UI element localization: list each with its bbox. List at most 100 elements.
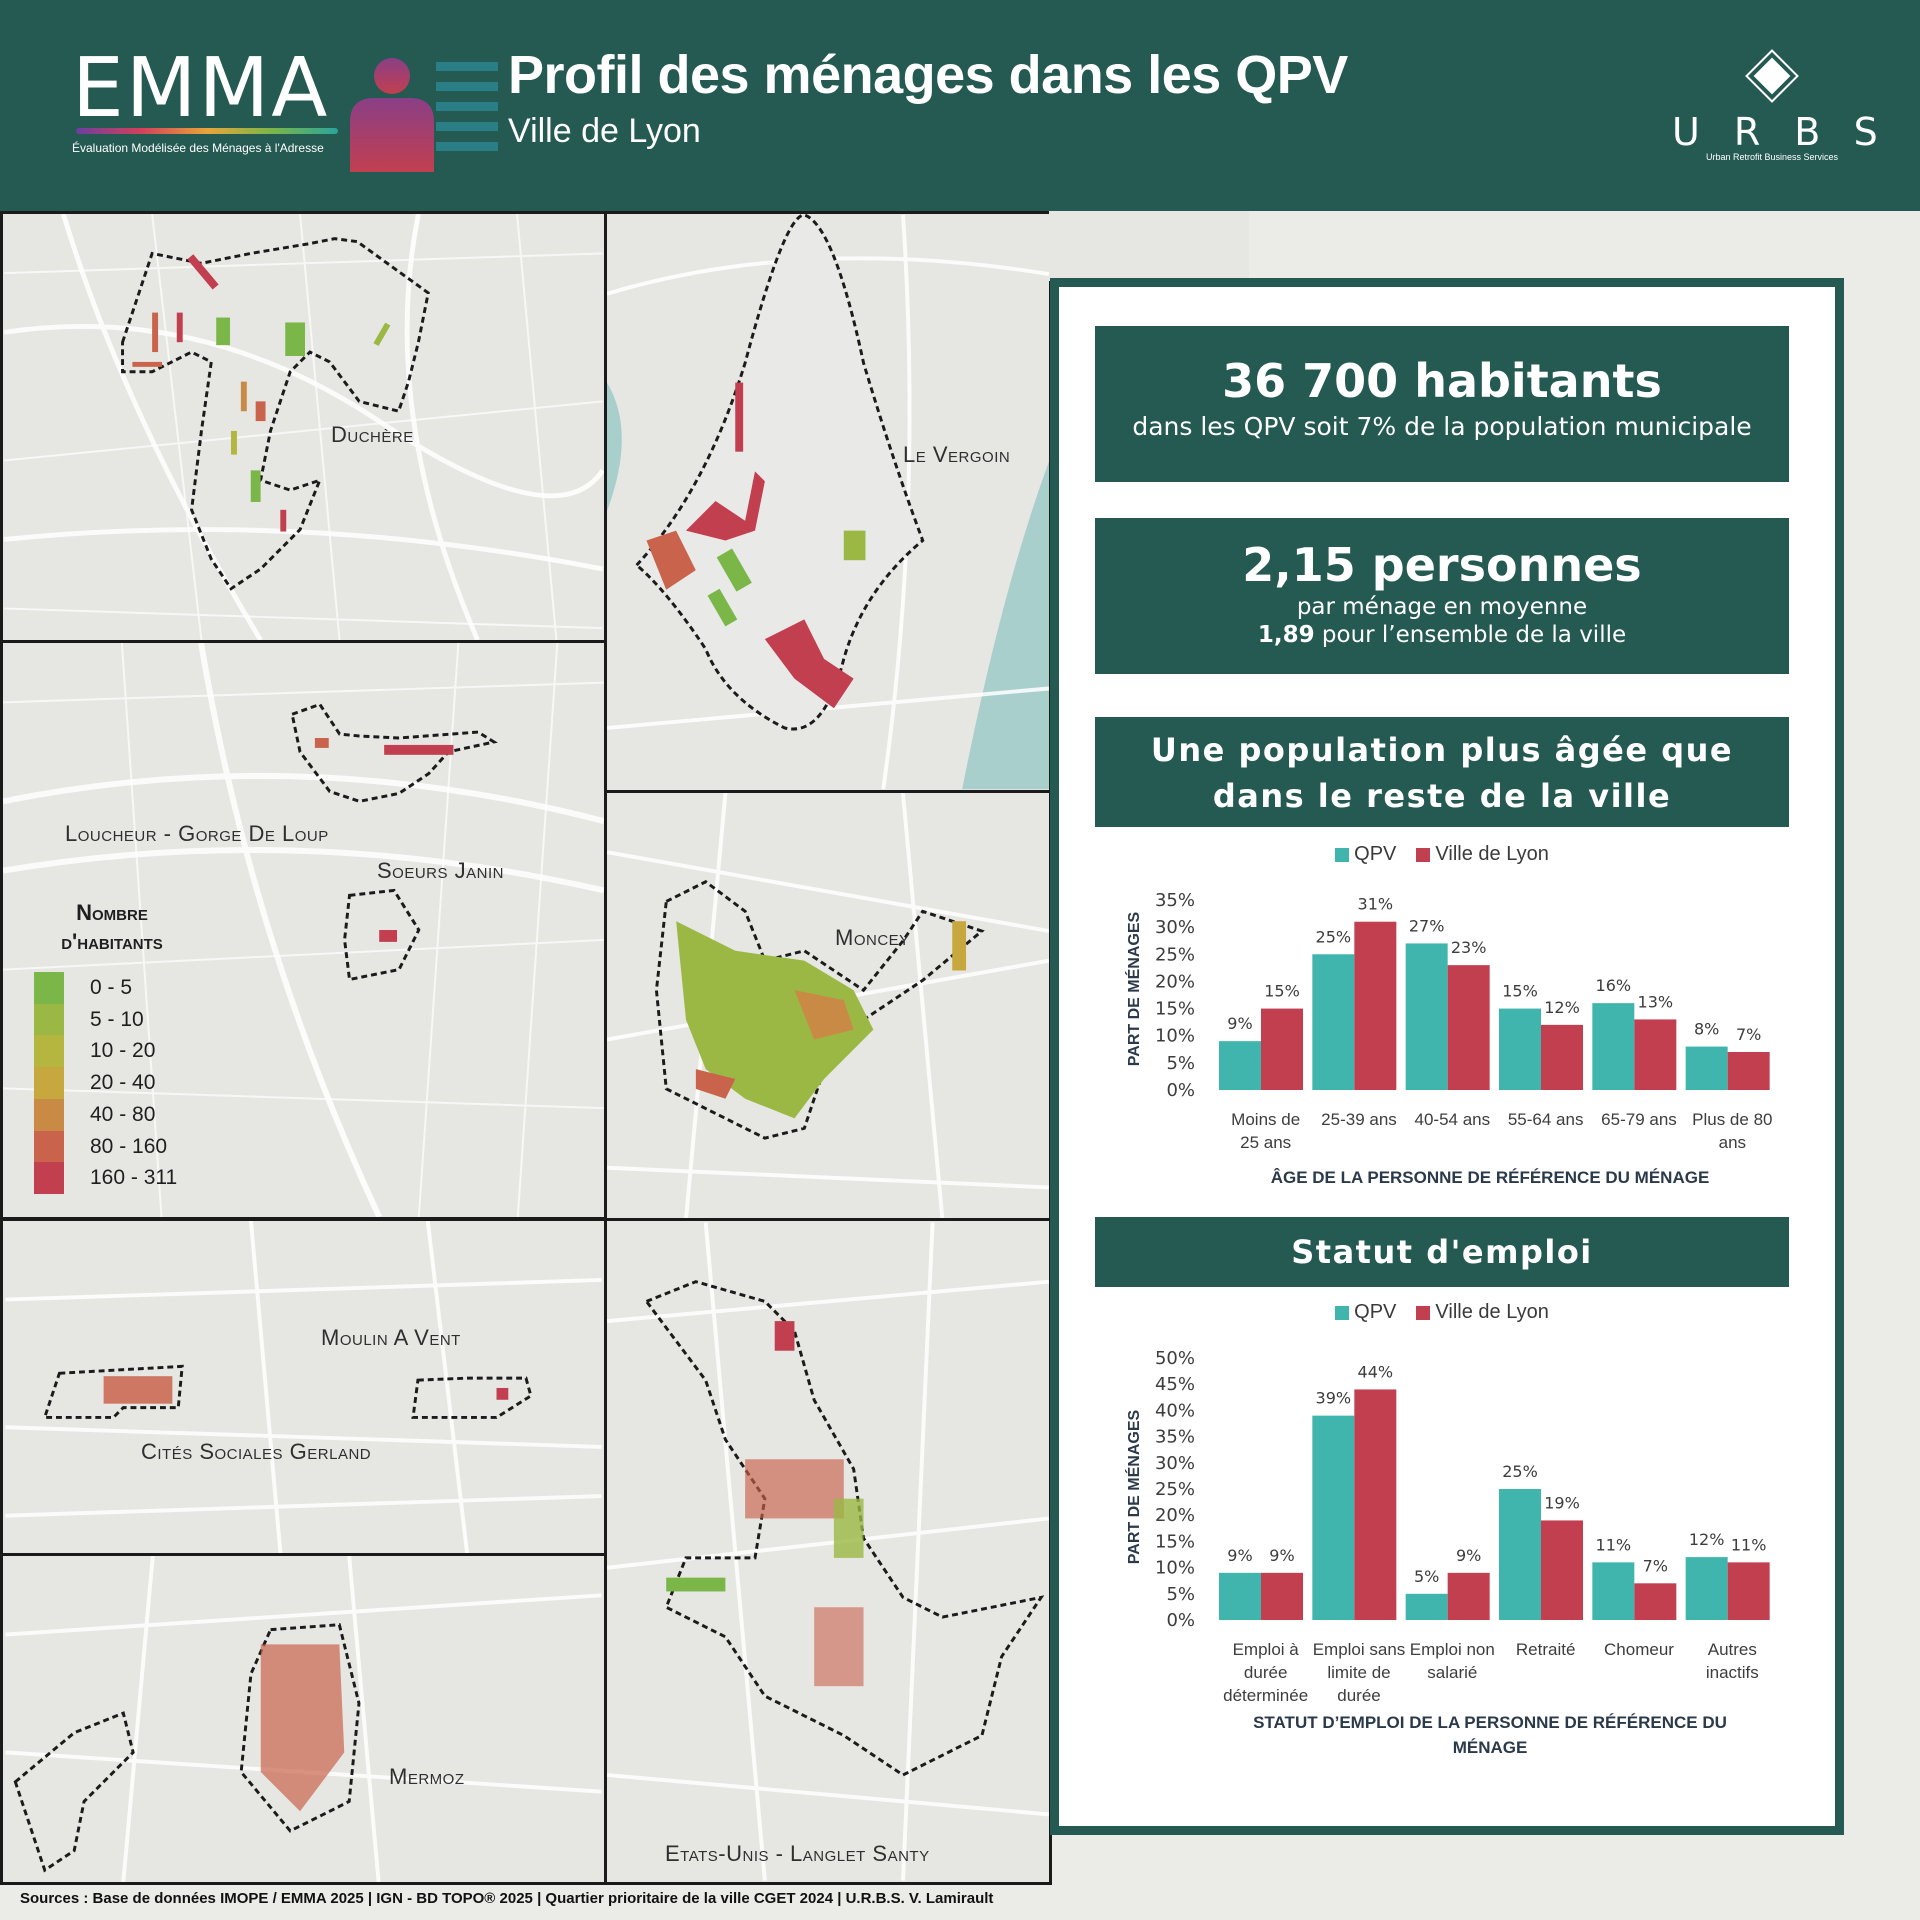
bar-lyon — [1727, 1052, 1770, 1090]
emp-chart-xlabel-line1: STATUT D’EMPLOI DE LA PERSONNE DE RÉFÉRE… — [1253, 1713, 1727, 1732]
legend-class-1: 5 - 10 — [34, 1003, 144, 1036]
bar-lyon — [1541, 1024, 1583, 1090]
bar-lyon — [1261, 1008, 1303, 1090]
x-category-line: Retraité — [1515, 1640, 1576, 1659]
bar-data-label: 25% — [1502, 1462, 1538, 1481]
bar-data-label: 13% — [1638, 992, 1674, 1011]
bar-lyon — [1541, 1520, 1583, 1620]
y-tick-label: 25% — [1155, 1479, 1195, 1500]
y-tick-label: 30% — [1155, 917, 1195, 938]
x-category-line: durée — [1243, 1663, 1288, 1682]
legend-swatch — [34, 1067, 64, 1100]
legend-title-line2: d'habitants — [61, 929, 163, 954]
bar-data-label: 15% — [1264, 982, 1300, 1001]
label-le-vergoin: Le Vergoin — [903, 442, 1011, 467]
bar-data-label: 9% — [1227, 1014, 1252, 1033]
legend-swatch — [34, 1162, 64, 1195]
bar-data-label: 25% — [1316, 927, 1352, 946]
legend-label: 40 - 80 — [90, 1102, 156, 1126]
legend-label: 10 - 20 — [90, 1039, 156, 1063]
bar-qpv — [1405, 1593, 1448, 1620]
x-category-label: Emploi à durée déterminée — [1219, 1638, 1312, 1707]
legend-swatch — [34, 1130, 64, 1163]
section-header-emploi: Statut d'emploi — [1095, 1217, 1789, 1287]
y-tick-label: 35% — [1155, 890, 1195, 911]
bar-qpv — [1499, 1489, 1541, 1620]
legend-entry-lyon-2: Ville de Lyon — [1416, 1301, 1549, 1324]
legend-swatch-lyon-2 — [1416, 1305, 1431, 1320]
bar-data-label: 39% — [1316, 1389, 1352, 1408]
legend-class-2: 10 - 20 — [34, 1035, 156, 1068]
legend-class-5: 80 - 160 — [34, 1130, 168, 1163]
legend-swatch — [34, 972, 64, 1004]
urbs-logo: URBS Urban Retrofit Business Services — [1672, 44, 1878, 164]
label-mermoz: Mermoz — [389, 1764, 465, 1789]
y-tick-label: 0% — [1166, 1080, 1195, 1101]
bar-data-label: 16% — [1596, 976, 1632, 995]
y-tick-label: 15% — [1155, 999, 1195, 1020]
diamond-logo-icon — [1745, 49, 1799, 103]
x-category-line: Plus de 80 — [1692, 1110, 1773, 1129]
bar-data-label: 31% — [1358, 895, 1394, 914]
label-etats-unis-langlet-santy: Etats-Unis - Langlet Santy — [665, 1841, 930, 1866]
legend-entry-qpv-2: QPV — [1335, 1301, 1396, 1324]
bar-qpv — [1312, 1415, 1355, 1620]
bar-data-label: 12% — [1689, 1530, 1725, 1549]
x-category-line: limite de — [1327, 1663, 1391, 1682]
y-tick-label: 35% — [1155, 1427, 1195, 1448]
bar-data-label: 9% — [1269, 1546, 1294, 1565]
bar-data-label: 27% — [1409, 916, 1445, 935]
bar-data-label: 12% — [1544, 998, 1580, 1017]
legend-entry-qpv: QPV — [1335, 843, 1396, 866]
stat-personnes-city: 1,89 pour l’ensemble de la ville — [1095, 622, 1789, 648]
bar-lyon — [1354, 921, 1397, 1090]
legend-label: 80 - 160 — [90, 1134, 168, 1158]
x-category-line: ans — [1718, 1133, 1747, 1152]
x-category-label: Autres inactifs — [1686, 1638, 1779, 1684]
stat-personnes-value: 2,15 personnes — [1242, 538, 1642, 592]
map-vergoin — [607, 214, 1049, 790]
urbs-logo-subtitle: Urban Retrofit Business Services — [1705, 152, 1839, 162]
age-bar-chart: 0% 5% 10% 15% 20% 25% 30% 35% 9% 25% 27% 15% 16% 8% 15… — [1095, 880, 1789, 1102]
x-category-label: 25-39 ans — [1312, 1108, 1405, 1131]
map-panel-mermoz: Mermoz — [0, 1553, 607, 1885]
section-header-age-line1: Une population plus âgée que — [1150, 731, 1734, 769]
bar-data-label: 7% — [1736, 1025, 1761, 1044]
bar-lyon — [1354, 1389, 1397, 1620]
bar-qpv — [1219, 1572, 1261, 1620]
map-panel-moncey: Moncey — [604, 790, 1052, 1222]
bar-data-label: 23% — [1451, 938, 1487, 957]
y-tick-label: 25% — [1155, 944, 1195, 965]
legend-label-lyon: Ville de Lyon — [1435, 843, 1549, 865]
bar-lyon — [1447, 965, 1490, 1090]
x-category-line: 25 ans — [1240, 1133, 1292, 1152]
map-panel-duchere: Duchère — [0, 211, 607, 643]
page-subtitle: Ville de Lyon — [508, 112, 701, 150]
person-list-icon — [350, 58, 498, 172]
page-title: Profil des ménages dans les QPV — [508, 45, 1348, 105]
bar-qpv — [1685, 1046, 1728, 1090]
bar-data-label: 9% — [1227, 1546, 1252, 1565]
bar-data-label: 11% — [1596, 1535, 1632, 1554]
chart-emp-svg: 0% 5% 10% 15% 20% 25% 30% 35% 40% 45% 50% 9% 39% 5% 25… — [1155, 1348, 1770, 1631]
label-moulin-a-vent: Moulin A Vent — [321, 1325, 461, 1350]
stat-box-habitants: 36 700 habitants dans les QPV soit 7% de… — [1095, 326, 1789, 482]
label-duchere: Duchère — [331, 422, 414, 447]
emma-logo-subtitle: Évaluation Modélisée des Ménages à l'Adr… — [72, 141, 324, 155]
label-soeurs-janin: Soeurs Janin — [377, 858, 504, 883]
stat-box-personnes: 2,15 personnes par ménage en moyenne 1,8… — [1095, 518, 1789, 674]
legend-class-3: 20 - 40 — [34, 1067, 155, 1100]
y-tick-label: 5% — [1166, 1053, 1195, 1074]
bar-data-label: 8% — [1694, 1020, 1719, 1039]
bar-data-label: 9% — [1456, 1546, 1481, 1565]
y-tick-label: 45% — [1155, 1374, 1195, 1395]
emp-chart-ylabel: PART DE MÉNAGES — [1126, 1409, 1143, 1565]
x-category-line: salarié — [1427, 1663, 1478, 1682]
bar-lyon — [1634, 1019, 1677, 1090]
bar-qpv — [1405, 943, 1448, 1090]
x-category-label: Emploi non salarié — [1406, 1638, 1499, 1684]
bar-lyon — [1447, 1572, 1490, 1620]
age-chart-xlabel: ÂGE DE LA PERSONNE DE RÉFÉRENCE DU MÉNAG… — [1270, 1168, 1710, 1187]
legend-label: 0 - 5 — [90, 976, 133, 999]
legend-label-qpv: QPV — [1354, 843, 1397, 865]
